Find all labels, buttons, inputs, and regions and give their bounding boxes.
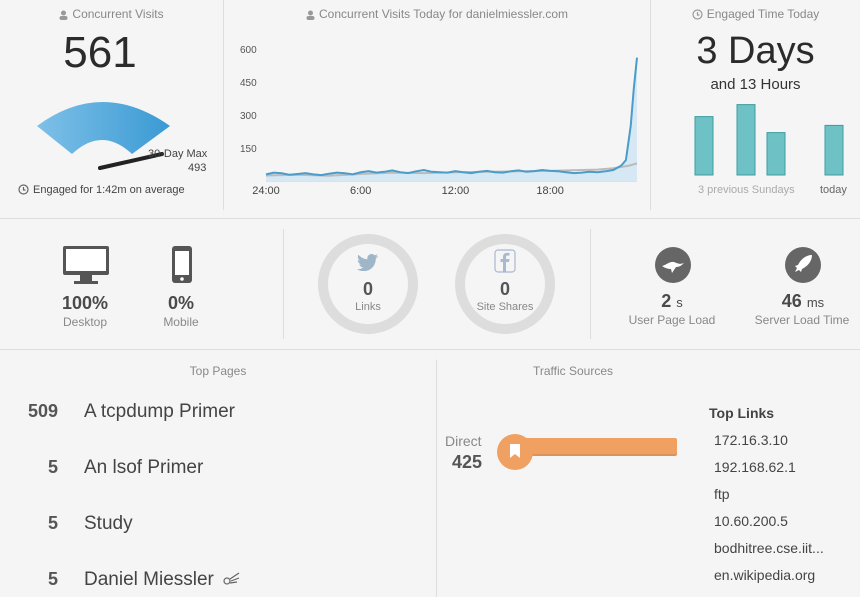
max-value: 493: [188, 162, 207, 174]
y-tick-label: 450: [240, 78, 257, 89]
divider: [223, 0, 224, 210]
concurrent-visits-panel: Concurrent Visits 561 30-Day Max 493 Eng…: [0, 0, 223, 218]
engaged-time-caption: Engaged Time Today: [651, 7, 860, 21]
divider: [436, 360, 437, 597]
y-tick-label: 150: [240, 144, 257, 155]
y-tick-label: 300: [240, 111, 257, 122]
today-chart-panel: Concurrent Visits Today for danielmiessl…: [224, 0, 650, 218]
engaged-bar-previous: [766, 132, 786, 176]
user-load-value: 2 s: [661, 291, 683, 311]
today-chart-caption: Concurrent Visits Today for danielmiessl…: [224, 7, 650, 21]
top-page-row[interactable]: 5 An lsof Primer: [0, 457, 430, 497]
desktop-value: 100%: [61, 293, 109, 313]
divider: [590, 229, 591, 339]
mobile-value: 0%: [167, 293, 194, 313]
direct-bar[interactable]: [515, 438, 677, 456]
engaged-bars: [694, 104, 844, 176]
x-tick-label: 24:00: [252, 185, 280, 197]
top-page-row[interactable]: 5 Daniel Miessler: [0, 569, 430, 597]
clock-icon: [18, 184, 29, 195]
top-page-count: 509: [27, 401, 58, 421]
shares-label: Site Shares: [476, 301, 534, 313]
mobile-label: Mobile: [163, 315, 199, 329]
series-line-today: [265, 57, 638, 177]
bars-today-label: today: [820, 184, 847, 196]
traffic-sources-caption: Traffic Sources: [532, 364, 614, 378]
twitter-icon[interactable]: [357, 253, 379, 271]
rocket-icon: [785, 247, 821, 283]
direct-label: Direct: [445, 433, 482, 449]
comet-icon: [223, 572, 240, 585]
top-page-title[interactable]: An lsof Primer: [84, 457, 204, 478]
facebook-icon[interactable]: [494, 249, 516, 273]
engaged-days: 3 Days: [696, 30, 815, 72]
engaged-average: Engaged for 1:42m on average: [18, 184, 185, 196]
divider: [650, 0, 651, 210]
top-link-item[interactable]: 172.16.3.10: [714, 432, 788, 448]
top-page-row[interactable]: 5 Study: [0, 513, 430, 553]
engaged-time-panel: Engaged Time Today 3 Days and 13 Hours 3…: [651, 0, 860, 218]
user-load-label: User Page Load: [628, 313, 716, 327]
direct-value: 425: [452, 452, 483, 472]
top-links-title: Top Links: [709, 405, 775, 421]
divider: [0, 218, 860, 219]
user-icon: [306, 10, 315, 20]
top-page-title[interactable]: Study: [84, 513, 133, 534]
links-value: 0: [362, 279, 373, 299]
bookmark-icon: [510, 444, 520, 458]
today-chart: 150 300 450 600 24:00 6:00 12:00 18:00: [240, 45, 638, 197]
desktop-label: Desktop: [62, 315, 108, 329]
server-load-value: 46 ms: [781, 291, 825, 311]
links-label: Links: [355, 301, 381, 313]
mobile-icon: [172, 246, 192, 283]
engaged-bar-today: [824, 124, 844, 176]
top-link-item[interactable]: 10.60.200.5: [714, 513, 788, 529]
x-tick-label: 18:00: [536, 185, 564, 197]
gauge-needle: [98, 152, 164, 170]
bars-previous-label: 3 previous Sundays: [698, 184, 795, 196]
top-page-count: 5: [47, 569, 58, 589]
top-page-row[interactable]: 509 A tcpdump Primer: [0, 401, 430, 441]
top-page-title[interactable]: Daniel Miessler: [84, 569, 241, 591]
x-tick-label: 6:00: [350, 185, 371, 197]
y-tick-label: 600: [240, 45, 257, 56]
top-page-count: 5: [47, 513, 58, 533]
top-pages-panel: Top Pages 509 A tcpdump Primer 5 An lsof…: [0, 350, 436, 597]
top-link-item[interactable]: ftp: [714, 486, 730, 502]
links-ring: [318, 234, 418, 334]
traffic-sources-panel: Traffic Sources Direct 425: [437, 350, 860, 597]
top-page-count: 5: [47, 457, 58, 477]
hummingbird-icon: [655, 247, 691, 283]
user-icon: [59, 10, 68, 20]
shares-value: 0: [499, 279, 510, 299]
clock-icon: [692, 9, 703, 20]
top-link-item[interactable]: bodhitree.cse.iit...: [714, 540, 824, 556]
top-link-item[interactable]: 192.168.62.1: [714, 459, 796, 475]
middle-row: 100% Desktop 0% Mobile 0 Links 0 Site Sh…: [0, 219, 860, 349]
divider: [0, 349, 860, 350]
server-load-label: Server Load Time: [754, 313, 850, 327]
desktop-icon: [63, 246, 109, 284]
shares-ring: [455, 234, 555, 334]
divider: [283, 229, 284, 339]
direct-source-badge: [497, 434, 533, 470]
gauge-arc: [37, 102, 170, 154]
concurrent-gauge: [37, 102, 170, 170]
concurrent-visits-value: 561: [63, 28, 137, 77]
series-area: [266, 57, 637, 181]
engaged-hours: and 13 Hours: [710, 76, 801, 93]
engaged-bar-previous: [736, 104, 756, 176]
engaged-bar-previous: [694, 116, 714, 176]
concurrent-visits-caption: Concurrent Visits: [0, 7, 223, 21]
x-tick-label: 12:00: [442, 185, 470, 197]
top-pages-caption: Top Pages: [189, 364, 247, 378]
top-page-title[interactable]: A tcpdump Primer: [84, 401, 235, 422]
max-label: 30-Day Max: [148, 148, 208, 160]
top-link-item[interactable]: en.wikipedia.org: [714, 567, 816, 583]
